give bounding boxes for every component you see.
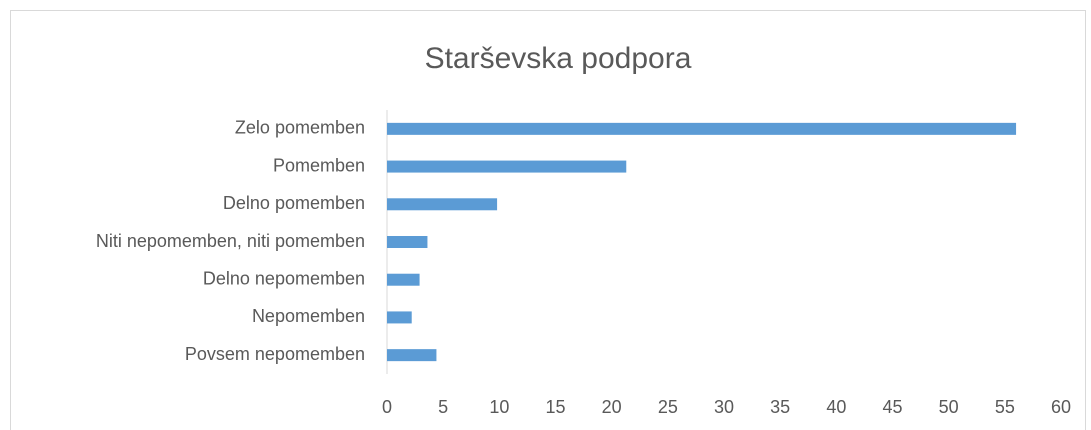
y-tick-label: Delno nepomemben [203, 268, 365, 288]
y-tick-label: Pomemben [273, 155, 365, 175]
x-tick-label: 25 [658, 397, 678, 417]
x-tick-label: 30 [714, 397, 734, 417]
x-tick-label: 15 [545, 397, 565, 417]
x-tick-label: 5 [438, 397, 448, 417]
x-tick-label: 20 [602, 397, 622, 417]
bar [387, 160, 627, 173]
bar [387, 311, 412, 324]
chart-title: Starševska podpora [425, 42, 692, 75]
chart-border [10, 10, 1086, 430]
y-tick-label: Delno pomemben [223, 193, 365, 213]
bar [387, 349, 437, 362]
y-tick-label: Nepomemben [252, 306, 365, 326]
x-tick-label: 60 [1051, 397, 1071, 417]
bar [387, 198, 498, 211]
bar [387, 122, 1017, 135]
y-tick-label: Niti nepomemben, niti pomemben [96, 231, 365, 251]
x-tick-label: 0 [382, 397, 392, 417]
y-tick-label: Povsem nepomemben [185, 344, 365, 364]
x-tick-label: 55 [995, 397, 1015, 417]
x-tick-label: 10 [489, 397, 509, 417]
x-tick-label: 45 [882, 397, 902, 417]
bar [387, 236, 428, 248]
y-tick-label: Zelo pomemben [235, 118, 365, 138]
x-tick-label: 40 [826, 397, 846, 417]
x-tick-label: 35 [770, 397, 790, 417]
bar [387, 273, 420, 286]
x-tick-label: 50 [939, 397, 959, 417]
